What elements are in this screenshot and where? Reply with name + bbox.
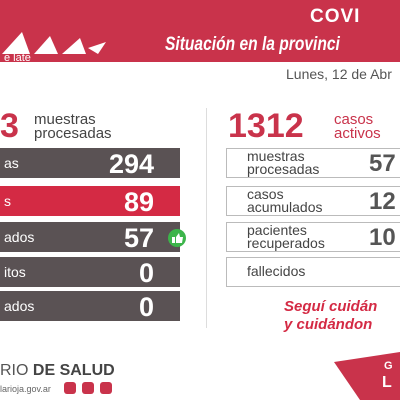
row-label: fallecidos (247, 263, 306, 279)
row-value: 10 (369, 224, 396, 251)
row-value: 0 (138, 292, 154, 322)
corner-mark: L (382, 374, 392, 391)
row-label: pacientes recuperados (247, 222, 325, 251)
stat-row: itos 0 (0, 257, 180, 288)
label-line: fallecidos (247, 263, 306, 279)
stat-row: pacientes recuperados 10 (226, 222, 400, 252)
stat-row: ados 0 (0, 291, 180, 322)
label-line: muestras (34, 111, 96, 128)
row-label: itos (4, 264, 26, 280)
row-label: as (4, 155, 19, 171)
label-line: muestras (247, 148, 305, 164)
stat-row: ados 57 (0, 222, 180, 253)
divider (206, 108, 207, 328)
label-line: acumulados (247, 199, 323, 215)
label-line: procesadas (34, 125, 112, 142)
social-icons (64, 382, 112, 394)
right-total: 1312 (228, 107, 304, 145)
label-line: recuperados (247, 235, 325, 251)
logo-text: e late (4, 52, 31, 64)
row-value: 0 (138, 258, 154, 288)
subtitle: Situación en la provinci (165, 34, 340, 55)
row-value: 89 (123, 187, 154, 217)
label-line: pacientes (247, 222, 307, 238)
corner-logo (334, 352, 400, 400)
row-label: muestras procesadas (247, 148, 320, 177)
stat-row: muestras procesadas 57 (226, 148, 400, 178)
stat-row: as 294 (0, 148, 180, 179)
row-label: ados (4, 229, 35, 245)
date: Lunes, 12 de Abr (286, 66, 392, 82)
row-value: 57 (369, 150, 396, 177)
corner-mark: G (384, 360, 393, 372)
slogan: Seguí cuidán (284, 298, 378, 315)
row-value: 57 (123, 223, 154, 253)
ministry-bold: DE SALUD (32, 362, 115, 379)
right-total-label: casos activos (334, 111, 381, 142)
ministry: RIO DE SALUD (0, 362, 115, 380)
stat-row: s 89 (0, 186, 180, 217)
row-label: casos acumulados (247, 186, 323, 215)
label-line: procesadas (247, 161, 320, 177)
left-total-label: muestras procesadas (34, 111, 112, 142)
row-value: 12 (369, 188, 396, 215)
logo-shapes (2, 32, 106, 54)
row-value: 294 (108, 149, 154, 179)
thumbs-up-icon (168, 229, 186, 247)
label-line: activos (334, 125, 381, 142)
label-line: casos (334, 111, 374, 128)
row-label: s (4, 193, 11, 209)
url: larioja.gov.ar (0, 384, 51, 394)
stat-row: casos acumulados 12 (226, 186, 400, 216)
slogan: y cuidándon (284, 316, 373, 333)
stat-row: fallecidos (226, 257, 400, 287)
label-line: casos (247, 186, 284, 202)
ministry-light: RIO (0, 362, 29, 379)
left-total: 3 (0, 107, 19, 145)
row-label: ados (4, 298, 35, 314)
title: COVI (310, 6, 361, 27)
